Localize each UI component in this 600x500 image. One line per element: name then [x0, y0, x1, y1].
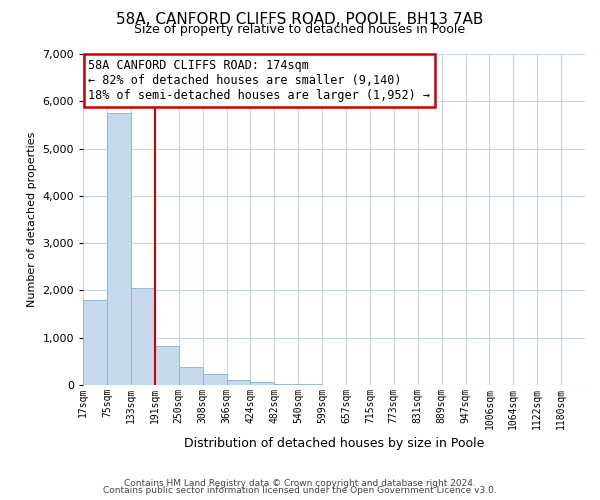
Bar: [131, 288, 155, 385]
Bar: [155, 346, 179, 385]
Text: Size of property relative to detached houses in Poole: Size of property relative to detached ho…: [134, 22, 466, 36]
Text: Contains public sector information licensed under the Open Government Licence v3: Contains public sector information licen…: [103, 486, 497, 495]
Text: 58A CANFORD CLIFFS ROAD: 174sqm
← 82% of detached houses are smaller (9,140)
18%: 58A CANFORD CLIFFS ROAD: 174sqm ← 82% of…: [88, 59, 430, 102]
Bar: [227, 380, 250, 385]
X-axis label: Distribution of detached houses by size in Poole: Distribution of detached houses by size …: [184, 437, 484, 450]
Text: 58A, CANFORD CLIFFS ROAD, POOLE, BH13 7AB: 58A, CANFORD CLIFFS ROAD, POOLE, BH13 7A…: [116, 12, 484, 28]
Bar: [250, 382, 274, 385]
Text: Contains HM Land Registry data © Crown copyright and database right 2024.: Contains HM Land Registry data © Crown c…: [124, 478, 476, 488]
Y-axis label: Number of detached properties: Number of detached properties: [27, 132, 37, 307]
Bar: [203, 374, 227, 385]
Bar: [274, 384, 298, 385]
Bar: [179, 368, 203, 385]
Bar: [83, 300, 107, 385]
Bar: [107, 113, 131, 385]
